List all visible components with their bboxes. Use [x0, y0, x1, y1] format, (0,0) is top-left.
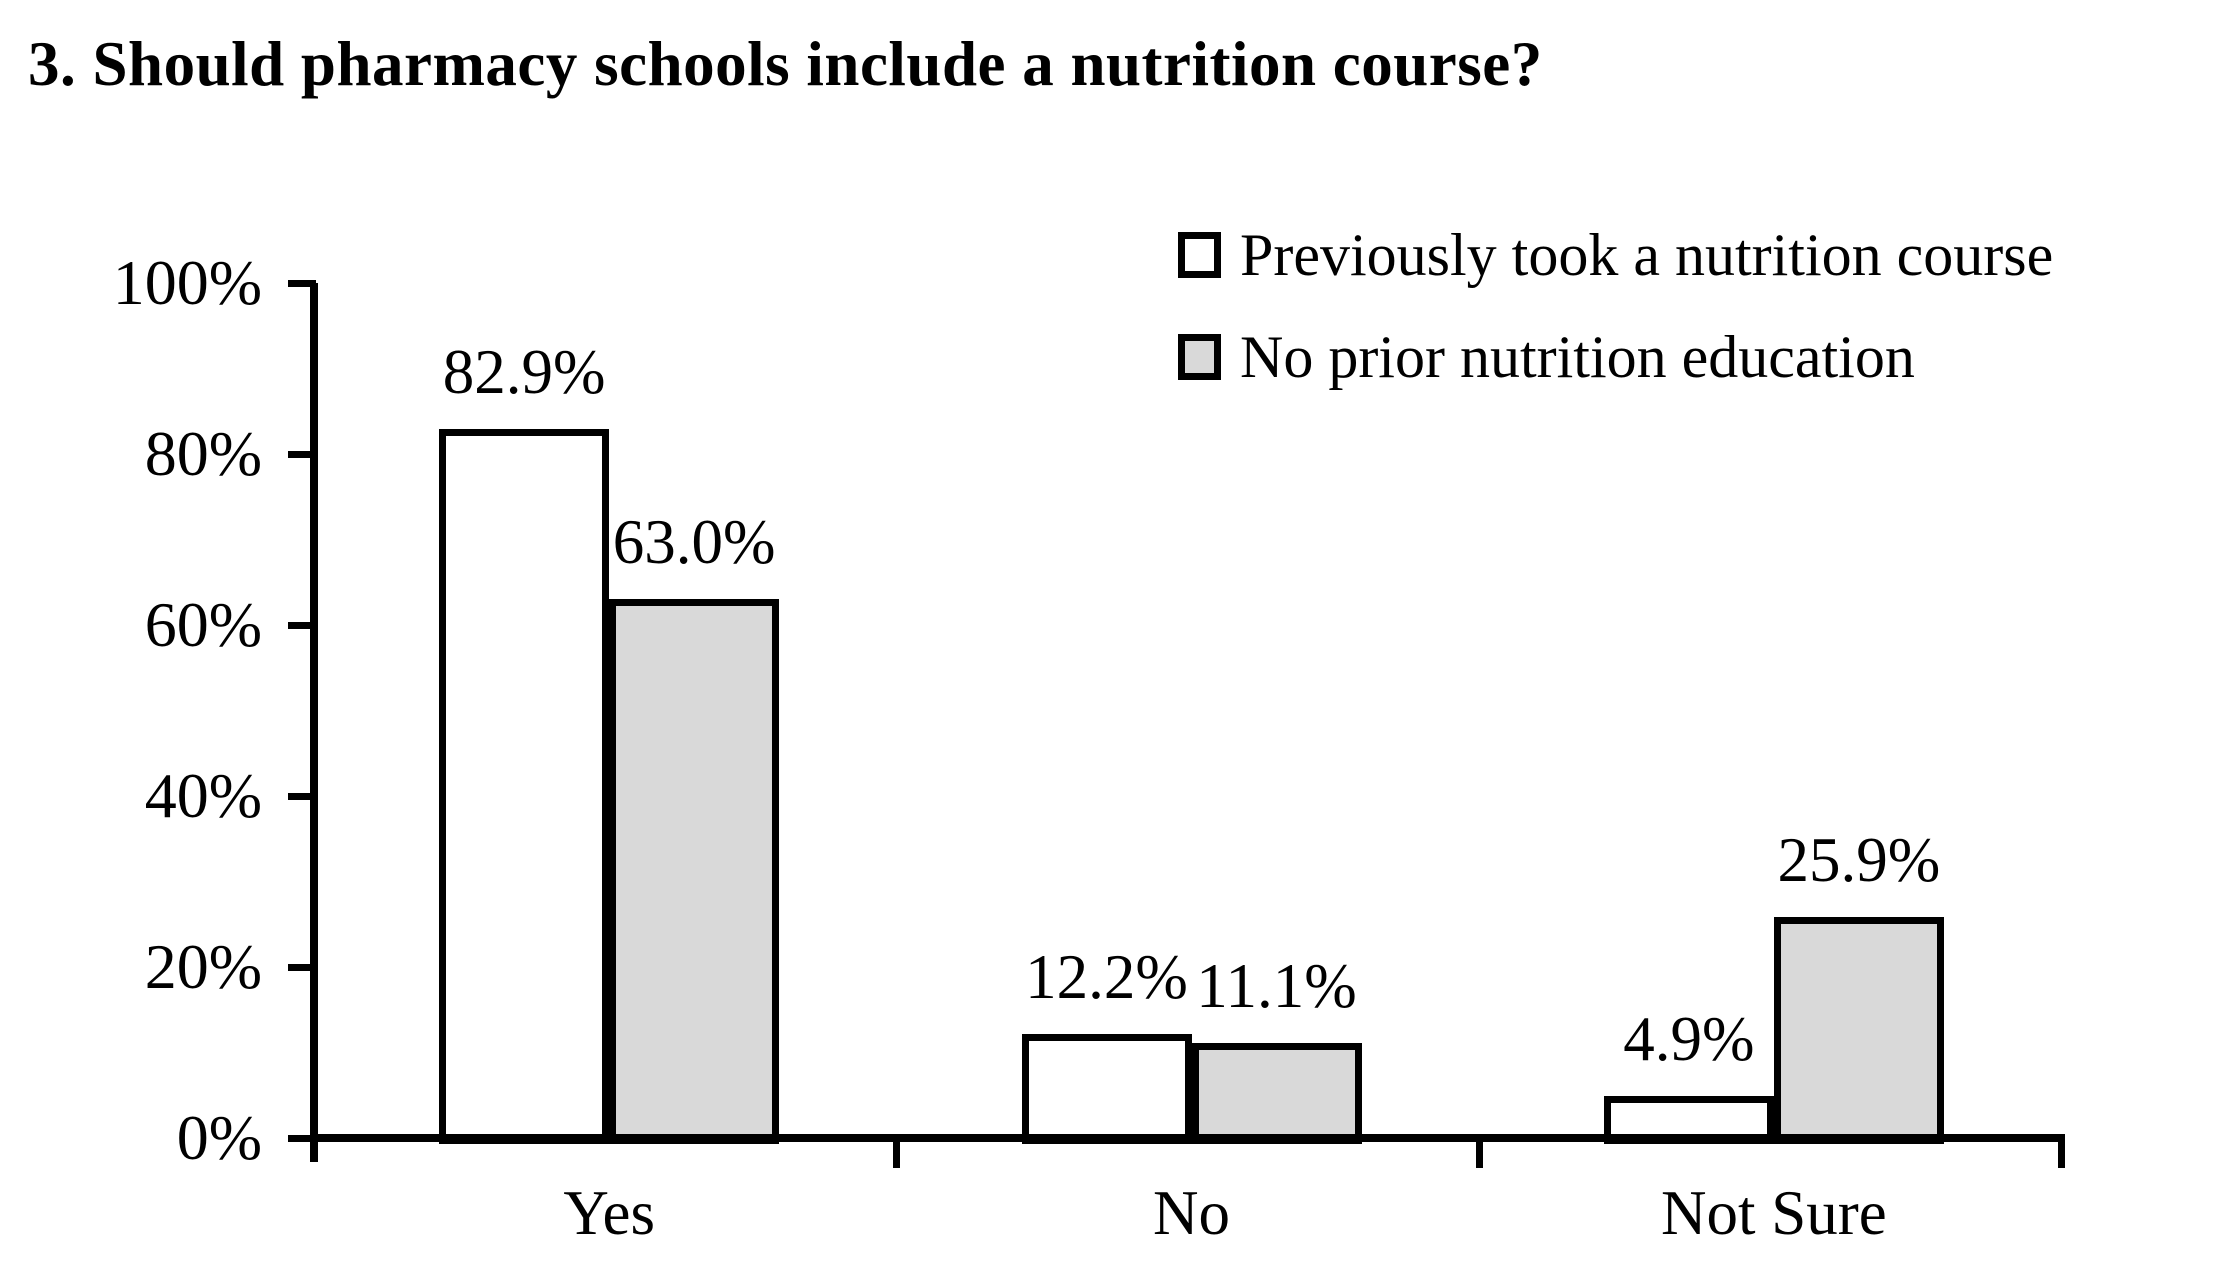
category-label: Not Sure — [1660, 1178, 1887, 1248]
y-tick-label: 100% — [112, 247, 262, 318]
category-label: Yes — [563, 1178, 655, 1248]
y-tick — [288, 280, 316, 287]
legend-label: No prior nutrition education — [1240, 324, 1915, 390]
x-tick — [893, 1142, 901, 1168]
bar-value-label: 82.9% — [442, 337, 606, 408]
legend-swatch-icon — [1178, 232, 1221, 278]
y-tick-label: 20% — [144, 931, 262, 1002]
bar — [439, 429, 610, 1144]
y-tick-label: 0% — [176, 1102, 262, 1173]
legend-label: Previously took a nutrition course — [1240, 222, 2054, 288]
y-tick — [288, 622, 316, 629]
bar — [609, 599, 780, 1144]
y-tick-label: 40% — [144, 760, 262, 831]
bar-value-label: 25.9% — [1777, 824, 1941, 895]
x-tick — [1475, 1142, 1483, 1168]
chart-title: 3. Should pharmacy schools include a nut… — [28, 29, 1543, 99]
x-tick — [2058, 1142, 2065, 1168]
bar — [1191, 1043, 1362, 1144]
bar-value-label: 11.1% — [1196, 951, 1357, 1022]
x-axis — [310, 1134, 2065, 1142]
y-tick — [288, 451, 316, 458]
y-tick-label: 80% — [144, 418, 262, 489]
y-tick-label: 60% — [144, 589, 262, 660]
bar-value-label: 4.9% — [1623, 1004, 1755, 1075]
bar — [1021, 1033, 1192, 1144]
bar — [1773, 916, 1944, 1144]
bar-value-label: 12.2% — [1025, 941, 1188, 1012]
y-tick — [288, 1135, 316, 1142]
y-axis — [310, 283, 318, 1162]
category-label: No — [1153, 1178, 1230, 1248]
y-tick — [288, 964, 316, 971]
y-tick — [288, 793, 316, 800]
legend-swatch-icon — [1178, 334, 1221, 380]
bar-value-label: 63.0% — [612, 507, 776, 578]
